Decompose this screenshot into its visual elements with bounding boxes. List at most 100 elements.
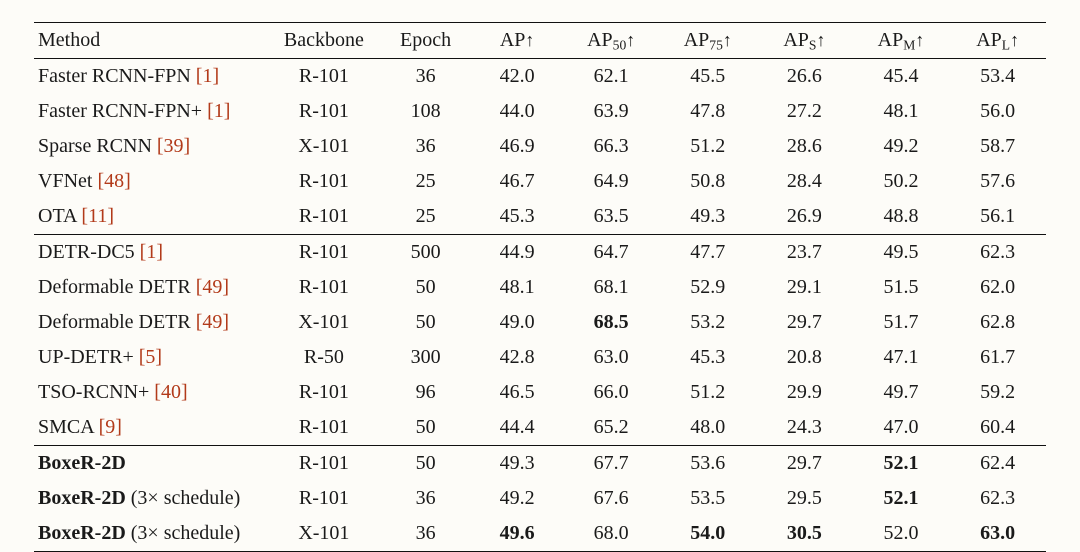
metric-cell: 51.2 [659, 129, 756, 164]
table-row: UP-DETR+ [5]R-5030042.863.045.320.847.16… [34, 340, 1046, 375]
metric-cell: 68.0 [563, 516, 660, 552]
metric-cell: 62.3 [949, 481, 1046, 516]
backbone-cell: X-101 [268, 305, 380, 340]
metric-cell: 51.2 [659, 375, 756, 410]
table-row: OTA [11]R-1012545.363.549.326.948.856.1 [34, 199, 1046, 235]
epoch-cell: 36 [380, 59, 472, 95]
metric-cell: 56.1 [949, 199, 1046, 235]
backbone-cell: R-101 [268, 59, 380, 95]
backbone-cell: R-101 [268, 199, 380, 235]
metric-cell: 29.7 [756, 446, 853, 482]
col-header: Backbone [268, 23, 380, 59]
metric-cell: 29.5 [756, 481, 853, 516]
backbone-cell: R-50 [268, 340, 380, 375]
metric-cell: 45.3 [471, 199, 563, 235]
table-row: Sparse RCNN [39]X-1013646.966.351.228.64… [34, 129, 1046, 164]
epoch-cell: 36 [380, 516, 472, 552]
method-cell: TSO-RCNN+ [40] [34, 375, 268, 410]
metric-cell: 64.7 [563, 235, 660, 271]
metric-cell: 52.1 [853, 481, 950, 516]
epoch-cell: 300 [380, 340, 472, 375]
metric-cell: 49.5 [853, 235, 950, 271]
epoch-cell: 108 [380, 94, 472, 129]
metric-cell: 59.2 [949, 375, 1046, 410]
table-row: SMCA [9]R-1015044.465.248.024.347.060.4 [34, 410, 1046, 446]
metric-cell: 20.8 [756, 340, 853, 375]
citation: [49] [196, 311, 229, 333]
metric-cell: 63.9 [563, 94, 660, 129]
metric-cell: 68.5 [563, 305, 660, 340]
method-cell: UP-DETR+ [5] [34, 340, 268, 375]
epoch-cell: 96 [380, 375, 472, 410]
method-cell: BoxeR-2D (3× schedule) [34, 481, 268, 516]
epoch-cell: 25 [380, 164, 472, 199]
table-row: Deformable DETR [49]X-1015049.068.553.22… [34, 305, 1046, 340]
table-row: Faster RCNN-FPN+ [1]R-10110844.063.947.8… [34, 94, 1046, 129]
metric-cell: 27.2 [756, 94, 853, 129]
method-cell: Deformable DETR [49] [34, 270, 268, 305]
metric-cell: 47.1 [853, 340, 950, 375]
metric-cell: 44.0 [471, 94, 563, 129]
col-header: Method [34, 23, 268, 59]
metric-cell: 49.2 [471, 481, 563, 516]
epoch-cell: 50 [380, 410, 472, 446]
backbone-cell: R-101 [268, 446, 380, 482]
table-row: BoxeR-2D (3× schedule)R-1013649.267.653.… [34, 481, 1046, 516]
metric-cell: 52.9 [659, 270, 756, 305]
method-cell: BoxeR-2D [34, 446, 268, 482]
metric-cell: 63.5 [563, 199, 660, 235]
backbone-cell: R-101 [268, 410, 380, 446]
metric-cell: 26.6 [756, 59, 853, 95]
metric-cell: 62.4 [949, 446, 1046, 482]
citation: [39] [157, 135, 190, 157]
citation: [5] [139, 346, 162, 368]
metric-cell: 68.1 [563, 270, 660, 305]
citation: [1] [207, 100, 230, 122]
metric-cell: 46.9 [471, 129, 563, 164]
backbone-cell: R-101 [268, 375, 380, 410]
metric-cell: 63.0 [563, 340, 660, 375]
metric-cell: 62.0 [949, 270, 1046, 305]
metric-cell: 50.8 [659, 164, 756, 199]
metric-cell: 53.4 [949, 59, 1046, 95]
col-header: APM↑ [853, 23, 950, 59]
epoch-cell: 36 [380, 129, 472, 164]
metric-cell: 47.8 [659, 94, 756, 129]
metric-cell: 46.5 [471, 375, 563, 410]
epoch-cell: 50 [380, 446, 472, 482]
method-cell: Faster RCNN-FPN [1] [34, 59, 268, 95]
method-cell: Sparse RCNN [39] [34, 129, 268, 164]
metric-cell: 53.2 [659, 305, 756, 340]
metric-cell: 47.0 [853, 410, 950, 446]
metric-cell: 56.0 [949, 94, 1046, 129]
table-row: BoxeR-2DR-1015049.367.753.629.752.162.4 [34, 446, 1046, 482]
metric-cell: 29.7 [756, 305, 853, 340]
metric-cell: 49.3 [471, 446, 563, 482]
table-header-row: MethodBackboneEpochAP↑AP50↑AP75↑APS↑APM↑… [34, 23, 1046, 59]
metric-cell: 50.2 [853, 164, 950, 199]
method-cell: Deformable DETR [49] [34, 305, 268, 340]
metric-cell: 47.7 [659, 235, 756, 271]
col-header: APL↑ [949, 23, 1046, 59]
metric-cell: 49.0 [471, 305, 563, 340]
method-cell: DETR-DC5 [1] [34, 235, 268, 271]
citation: [40] [154, 381, 187, 403]
metric-cell: 28.6 [756, 129, 853, 164]
metric-cell: 45.4 [853, 59, 950, 95]
metric-cell: 58.7 [949, 129, 1046, 164]
metric-cell: 30.5 [756, 516, 853, 552]
metric-cell: 53.5 [659, 481, 756, 516]
metric-cell: 26.9 [756, 199, 853, 235]
metric-cell: 51.5 [853, 270, 950, 305]
metric-cell: 53.6 [659, 446, 756, 482]
metric-cell: 49.2 [853, 129, 950, 164]
citation: [1] [196, 65, 219, 87]
col-header: AP↑ [471, 23, 563, 59]
metric-cell: 49.3 [659, 199, 756, 235]
backbone-cell: R-101 [268, 270, 380, 305]
metric-cell: 61.7 [949, 340, 1046, 375]
epoch-cell: 50 [380, 305, 472, 340]
results-table: MethodBackboneEpochAP↑AP50↑AP75↑APS↑APM↑… [34, 22, 1046, 552]
table-row: BoxeR-2D (3× schedule)X-1013649.668.054.… [34, 516, 1046, 552]
metric-cell: 44.9 [471, 235, 563, 271]
